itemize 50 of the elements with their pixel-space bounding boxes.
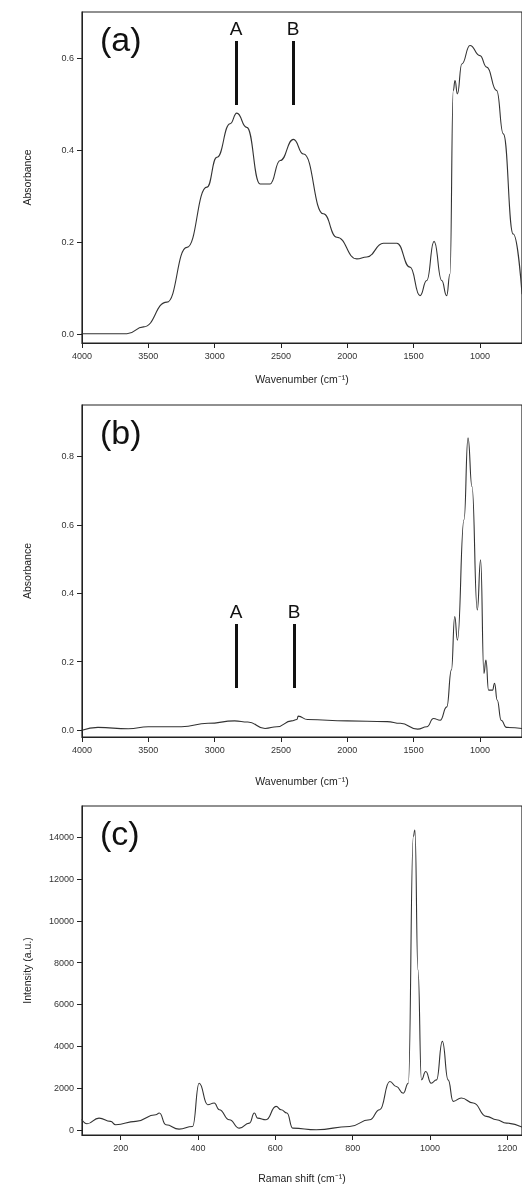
y-axis-title: Absorbance — [20, 149, 33, 206]
y-tick-label: 0.0 — [61, 328, 74, 339]
x-tick-label: 1500 — [403, 744, 424, 755]
x-tick-label: 2500 — [270, 744, 291, 755]
x-tick-label: 2500 — [270, 350, 291, 361]
x-tick-label: 1000 — [469, 744, 490, 755]
y-tick-label: 4000 — [53, 1041, 74, 1052]
x-tick-label: 400 — [190, 1142, 206, 1153]
x-tick-label: 200 — [113, 1142, 129, 1153]
y-tick-label: 6000 — [53, 999, 74, 1010]
y-tick-label: 0.2 — [61, 656, 74, 667]
y-tick-label: 14000 — [48, 832, 74, 843]
y-tick-label: 0.6 — [61, 52, 74, 63]
x-tick-label: 2000 — [337, 350, 358, 361]
x-tick-label: 1000 — [419, 1142, 440, 1153]
y-tick-label: 8000 — [53, 957, 74, 968]
y-tick-label: 0.4 — [61, 588, 74, 599]
x-tick-label: 3500 — [138, 744, 159, 755]
y-tick-label: 0.4 — [61, 144, 74, 155]
x-tick-label: 1000 — [469, 350, 490, 361]
annotation: (b) — [100, 413, 142, 451]
x-tick-label: 1500 — [403, 350, 424, 361]
annotation: A — [229, 18, 243, 39]
x-tick-label: 1200 — [497, 1142, 518, 1153]
y-tick-label: 0.0 — [61, 725, 74, 736]
x-tick-label: 4000 — [71, 350, 93, 361]
x-tick-label: 2000 — [337, 744, 358, 755]
y-axis-title: Absorbance — [20, 542, 33, 600]
annotation: B — [286, 18, 300, 39]
y-tick-label: 0 — [68, 1124, 74, 1135]
annotation: A — [229, 601, 243, 622]
y-axis-title: Intensity (a.u.) — [20, 937, 33, 1004]
y-tick-label: 2000 — [53, 1083, 74, 1093]
x-axis-title: Raman shift (cm⁻¹) — [258, 1171, 346, 1184]
annotation: (a) — [100, 20, 142, 58]
y-tick-label: 0.6 — [61, 519, 74, 530]
x-tick-label: 800 — [345, 1142, 361, 1153]
y-tick-label: 12000 — [48, 874, 74, 885]
x-tick-label: 600 — [267, 1142, 283, 1153]
x-axis-title: Wavenumber (cm⁻¹) — [255, 372, 349, 385]
y-tick-label: 0.8 — [61, 451, 74, 462]
y-tick-label: 10000 — [48, 915, 74, 926]
x-tick-label: 3000 — [204, 744, 225, 755]
x-tick-label: 3500 — [138, 350, 159, 361]
annotation: (c) — [100, 814, 140, 852]
x-tick-label: 4000 — [71, 744, 93, 755]
x-tick-label: 3000 — [204, 350, 225, 361]
annotation: B — [287, 601, 301, 622]
x-axis-title: Wavenumber (cm⁻¹) — [255, 774, 349, 787]
y-tick-label: 0.2 — [61, 236, 74, 247]
